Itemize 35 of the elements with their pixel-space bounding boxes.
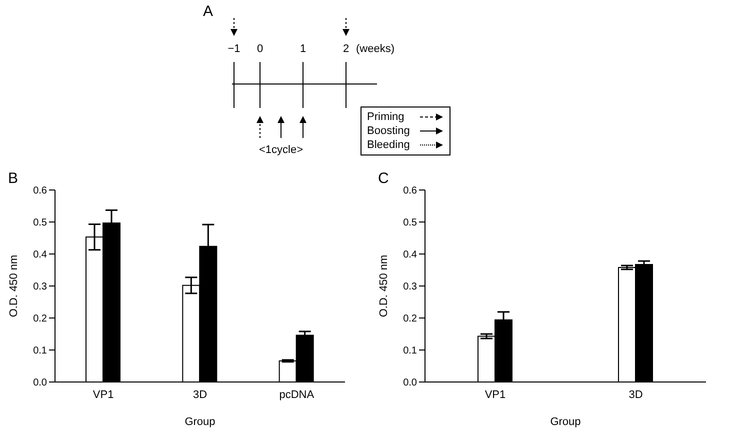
chart-title: B (8, 170, 18, 187)
text: 0.0 (403, 378, 417, 389)
text: 0 (256, 43, 264, 55)
y-tick-label: 0.4 (33, 250, 48, 261)
x-axis-title: Group (550, 416, 581, 428)
text: 1 (300, 43, 306, 55)
y-axis-title: O.D. 450 nm (8, 254, 20, 318)
chart-title: C (378, 170, 389, 187)
text: (weeks) (356, 43, 395, 55)
y-tick-label: 0.3 (33, 282, 48, 293)
y-tick-label: 0.3 (403, 282, 418, 293)
text: Priming (367, 111, 404, 123)
y-tick-label: 0.2 (403, 314, 418, 325)
y-tick-label: 0.4 (403, 250, 418, 261)
y-tick-label: 0.1 (403, 346, 418, 357)
text: −1 (228, 43, 240, 55)
x-tick-label: VP1 (92, 388, 114, 401)
text: A (203, 3, 214, 20)
y-tick-label: 0.6 (403, 186, 418, 197)
text: 2 (342, 43, 350, 55)
x-tick-label: 3D (192, 388, 208, 401)
y-tick-label: 0.5 (33, 218, 48, 229)
x-tick-label: VP1 (484, 388, 506, 401)
y-tick-label: 0.5 (403, 218, 418, 229)
text: Bleeding (367, 139, 410, 151)
y-tick-label: 0.1 (33, 346, 48, 357)
y-axis-title: O.D. 450 nm (378, 254, 390, 318)
text: <1cycle> (258, 144, 304, 156)
x-tick-label: 3D (628, 388, 643, 401)
y-tick-label: 0.6 (33, 186, 48, 197)
text: 0.0 (33, 378, 47, 389)
x-tick-label: pcDNA (279, 388, 315, 401)
y-tick-label: 0.2 (33, 314, 48, 325)
text: Boosting (367, 125, 410, 137)
x-axis-title: Group (184, 416, 216, 428)
